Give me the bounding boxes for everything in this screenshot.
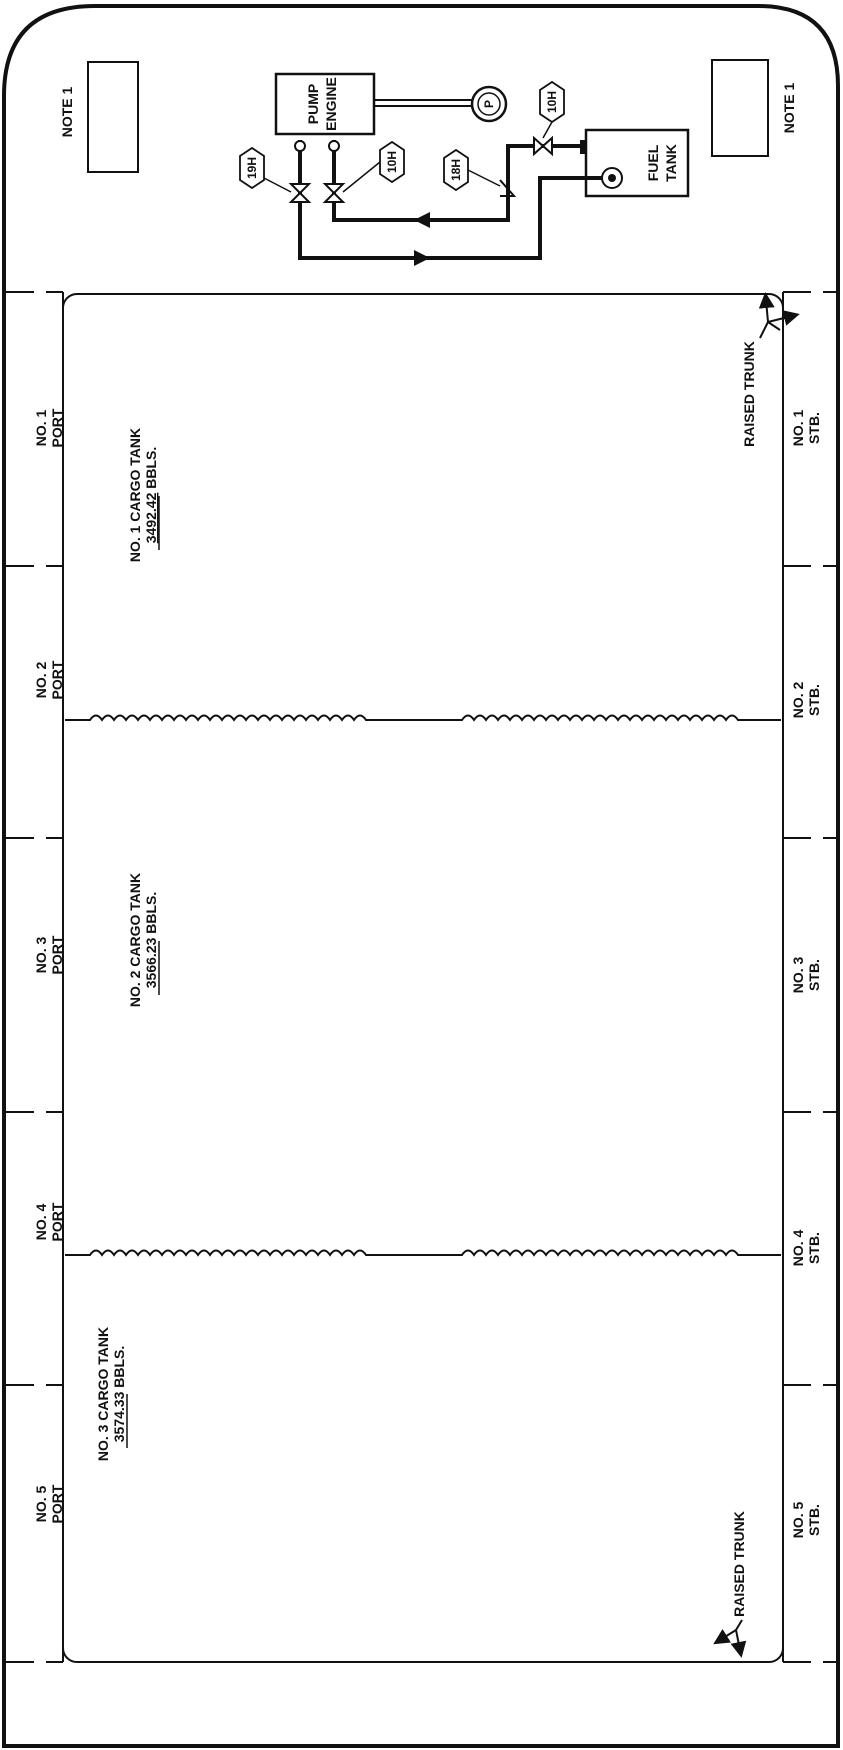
note-stb-label: NOTE 1 (781, 83, 797, 134)
valve-tag-10h-right: 10H (539, 80, 565, 139)
valve-tag-10h-left: 10H (342, 140, 405, 193)
void-port-5-line2: PORT (49, 1484, 65, 1523)
void-stb-1: NO. 1 STB. (790, 410, 822, 447)
valve-10h-right-icon (533, 135, 553, 157)
void-separators (62, 292, 784, 1662)
raised-trunk-bottom: RAISED TRUNK (713, 1511, 747, 1658)
void-port-3-line2: PORT (49, 935, 65, 974)
stb-voids: NO. 1 STB. NO. 2 STB. NO. 3 STB. NO. 4 S… (790, 410, 822, 1539)
void-port-4-line2: PORT (49, 1202, 65, 1241)
note-stb: NOTE 1 (711, 59, 797, 157)
cargo-tank-2: NO. 2 CARGO TANK 3566.23 BBLS. (127, 873, 160, 1007)
cargo-tank-3-capacity: 3574.33 BBLS. (111, 1346, 127, 1443)
valve-tag-18h: 18H (443, 148, 501, 192)
valve-19h-icon (288, 183, 312, 203)
cargo-tank-2-title: NO. 2 CARGO TANK (127, 873, 143, 1007)
void-stb-1-line1: NO. 1 (790, 410, 806, 447)
void-port-4-line1: NO. 4 (33, 1204, 49, 1241)
void-port-2: NO. 2 PORT (33, 660, 65, 699)
void-stb-3-line2: STB. (806, 959, 822, 991)
void-break-lines (6, 291, 836, 1663)
pump-engine-line2: ENGINE (323, 77, 339, 131)
void-port-5: NO. 5 PORT (33, 1484, 65, 1523)
note-port-label: NOTE 1 (59, 87, 75, 138)
void-stb-3-line1: NO. 3 (790, 957, 806, 994)
void-stb-2: NO. 2 STB. (790, 682, 822, 719)
valve-tag-10h-right-label: 10H (545, 91, 559, 113)
bulkhead-2-3 (65, 1249, 781, 1257)
cargo-tank-3: NO. 3 CARGO TANK 3574.33 BBLS. (95, 1327, 128, 1461)
raised-trunk-top: RAISED TRUNK (741, 292, 800, 447)
void-stb-4: NO. 4 STB. (790, 1230, 822, 1267)
void-port-3-line1: NO. 3 (33, 937, 49, 974)
void-stb-5-line2: STB. (806, 1504, 822, 1536)
raised-trunk-outline (62, 293, 784, 1663)
valve-tag-18h-label: 18H (449, 159, 463, 181)
cargo-tank-2-capacity: 3566.23 BBLS. (143, 892, 159, 989)
valve-tag-10h-left-label: 10H (385, 151, 399, 173)
pressure-gauge-icon (470, 85, 508, 123)
void-port-3: NO. 3 PORT (33, 935, 65, 974)
void-port-1-line2: PORT (49, 408, 65, 447)
pump-engine-line1: PUMP (305, 84, 321, 124)
void-stb-4-line2: STB. (806, 1232, 822, 1264)
cargo-tank-3-title: NO. 3 CARGO TANK (95, 1327, 111, 1461)
bulkhead-1-2 (65, 714, 781, 722)
cargo-tank-1-capacity: 3492.42 BBLS. (143, 447, 159, 544)
port-voids: NO. 1 PORT NO. 2 PORT NO. 3 PORT NO. 4 P… (33, 408, 65, 1523)
void-stb-1-line2: STB. (806, 412, 822, 444)
void-stb-4-line1: NO. 4 (790, 1230, 806, 1267)
void-stb-5: NO. 5 STB. (790, 1502, 822, 1539)
fuel-tank-box (584, 128, 690, 198)
void-stb-5-line1: NO. 5 (790, 1502, 806, 1539)
cargo-tank-1-title: NO. 1 CARGO TANK (127, 428, 143, 562)
void-stb-3: NO. 3 STB. (790, 957, 822, 994)
fuel-tank-line2: TANK (663, 144, 679, 182)
void-port-1-line1: NO. 1 (33, 410, 49, 447)
pump-engine-box (274, 72, 376, 136)
raised-trunk-bottom-label: RAISED TRUNK (731, 1511, 747, 1617)
void-port-5-line1: NO. 5 (33, 1486, 49, 1523)
valve-tag-19h: 19H (239, 146, 292, 193)
hull-outline (2, 3, 840, 1748)
void-port-4: NO. 4 PORT (33, 1202, 65, 1241)
pump-system: PUMP ENGINE P FUEL TANK 19H (239, 72, 690, 266)
pressure-gauge-label: P (482, 100, 496, 108)
note-port: NOTE 1 (59, 61, 139, 173)
raised-trunk-top-label: RAISED TRUNK (741, 341, 757, 447)
void-port-1: NO. 1 PORT (33, 408, 65, 447)
void-port-2-line1: NO. 2 (33, 662, 49, 699)
fuel-tank-line1: FUEL (645, 144, 661, 181)
void-stb-2-line2: STB. (806, 684, 822, 716)
void-port-2-line2: PORT (49, 660, 65, 699)
valve-tag-19h-label: 19H (245, 157, 259, 179)
cargo-tank-1: NO. 1 CARGO TANK 3492.42 BBLS. (127, 428, 160, 562)
valve-10h-left-icon (322, 183, 346, 203)
void-stb-2-line1: NO. 2 (790, 682, 806, 719)
valve-18h-icon (499, 179, 517, 197)
